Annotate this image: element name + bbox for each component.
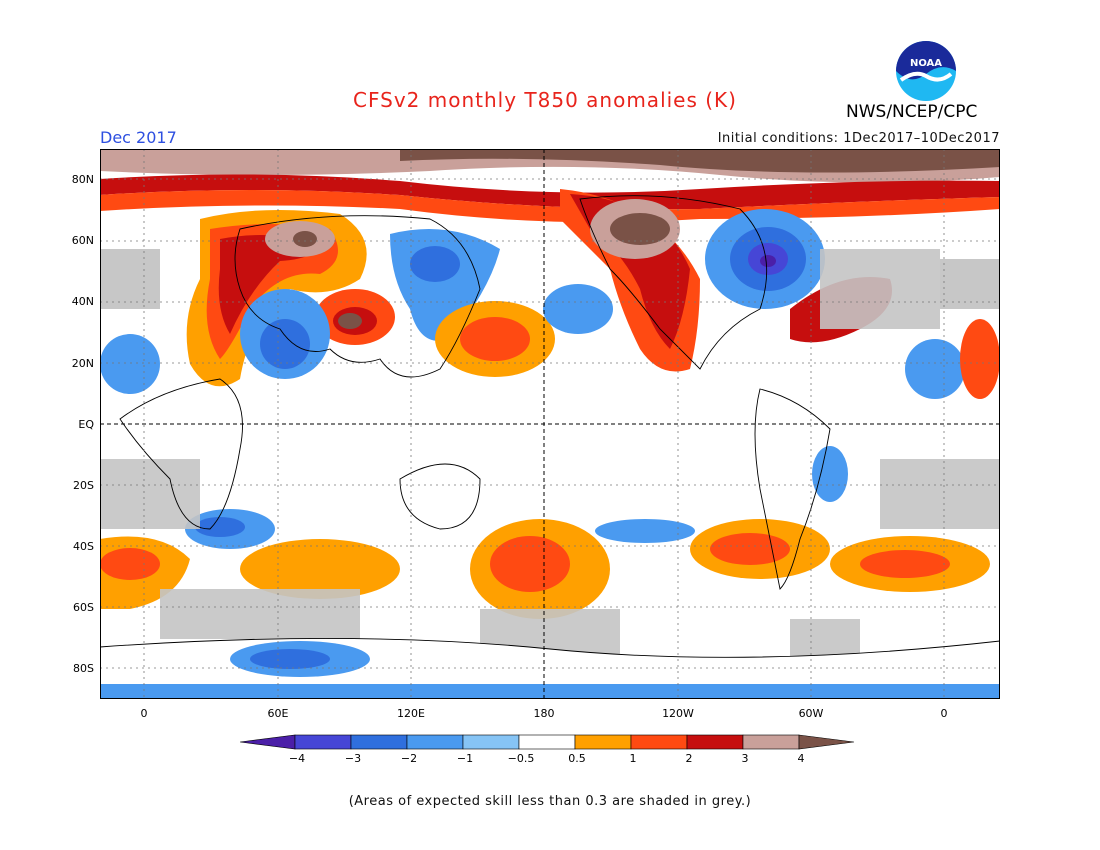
colorbar-cell	[406, 734, 464, 750]
colorbar-tick: 4	[797, 752, 805, 765]
alaska-anomaly-4plus	[610, 213, 670, 245]
lon-label: 60W	[798, 707, 824, 720]
colorbar-tick: 0.5	[568, 752, 586, 765]
map-title: CFSv2 monthly T850 anomalies (K)	[353, 88, 737, 112]
colorbar-tick: −4	[288, 752, 306, 765]
colorbar-cell	[630, 734, 688, 750]
colorbar-tick: 1	[629, 752, 637, 765]
low-skill-region	[940, 259, 1000, 309]
low-skill-region	[160, 589, 360, 639]
low-skill-region	[790, 619, 860, 659]
colorbar-cell	[742, 734, 800, 750]
sahara-anomaly-minus1to2	[905, 339, 965, 399]
lon-label: 120E	[397, 707, 425, 720]
lon-label: 180	[533, 707, 555, 720]
colorbar-tick: 3	[741, 752, 749, 765]
new-zealand-anomaly-1to2	[490, 536, 570, 592]
siberia-anomaly-4plus	[293, 231, 317, 247]
ne-pacific-anomaly-minus1to2	[543, 284, 613, 334]
south-pacific-anomaly-minus1to2	[595, 519, 695, 543]
lon-label: 60E	[267, 707, 289, 720]
colorbar-cell	[518, 734, 576, 750]
graticule	[100, 149, 1000, 699]
logo-text: NOAA	[910, 58, 942, 69]
colorbar-tick: −2	[400, 752, 418, 765]
low-skill-region	[100, 249, 160, 309]
colorbar-cell	[240, 734, 296, 750]
colorbar-cell	[294, 734, 352, 750]
lon-label: 0	[940, 707, 948, 720]
south-pacific-anomaly-1to2	[710, 533, 790, 565]
colorbar-tick: −3	[344, 752, 362, 765]
low-skill-region	[880, 459, 1000, 529]
colorbar-cell	[350, 734, 408, 750]
lat-label: 20S	[73, 479, 94, 492]
tibet-anomaly-4plus	[338, 313, 362, 329]
colorbar-tick: −0.5	[507, 752, 535, 765]
colorbar	[240, 734, 855, 750]
lat-label: 60N	[71, 234, 94, 247]
colorbar-cell	[686, 734, 744, 750]
west-africa-anomaly-minus1to2	[100, 334, 160, 394]
low-skill-region	[100, 459, 200, 529]
colorbar-tick: −1	[456, 752, 474, 765]
arabia-anomaly-1to2	[960, 319, 1000, 399]
skill-footnote: (Areas of expected skill less than 0.3 a…	[348, 794, 752, 809]
south-atlantic-east-anomaly-1to2	[860, 550, 950, 578]
arctic-anomaly-2to3	[100, 174, 1000, 210]
low-skill-region	[820, 249, 940, 329]
lat-label: 40N	[71, 295, 94, 308]
east-asia-anomaly-minus2to3	[410, 246, 460, 282]
brazil-anomaly-minus1to2	[812, 446, 848, 502]
south-pole-anomaly-minus1to2	[100, 684, 1000, 699]
eurasia-anomaly-2to3	[218, 235, 320, 334]
lat-label: 80N	[71, 173, 94, 186]
lat-label: 40S	[73, 540, 94, 553]
org-label: NWS/NCEP/CPC	[846, 102, 978, 122]
colorbar-cell	[574, 734, 632, 750]
lat-label: EQ	[78, 418, 94, 431]
indian-ocean-anomaly-0.5to1	[240, 539, 400, 599]
antarctic-anomaly-minus2to3	[250, 649, 330, 669]
lon-label: 0	[140, 707, 148, 720]
initial-conditions: Initial conditions: 1Dec2017–10Dec2017	[717, 131, 1000, 146]
noaa-logo-icon: NOAA	[896, 41, 956, 101]
south-indian-anomaly-minus2to3	[195, 517, 245, 537]
colorbar-cell	[798, 734, 855, 750]
anomaly-map	[100, 149, 1000, 699]
central-asia-anomaly-minus2to3	[260, 319, 310, 369]
lat-label: 60S	[73, 601, 94, 614]
coastlines	[100, 195, 1000, 658]
forecast-month: Dec 2017	[100, 128, 177, 147]
south-atlantic-anomaly-1to2	[100, 548, 160, 580]
colorbar-cell	[462, 734, 520, 750]
north-pacific-anomaly-1to2	[460, 317, 530, 361]
lat-label: 20N	[71, 357, 94, 370]
colorbar-tick: 2	[685, 752, 693, 765]
lat-label: 80S	[73, 662, 94, 675]
lon-label: 120W	[662, 707, 694, 720]
eastern-na-anomaly-minus4	[760, 255, 776, 267]
arctic-anomaly-4plus	[400, 149, 1000, 173]
